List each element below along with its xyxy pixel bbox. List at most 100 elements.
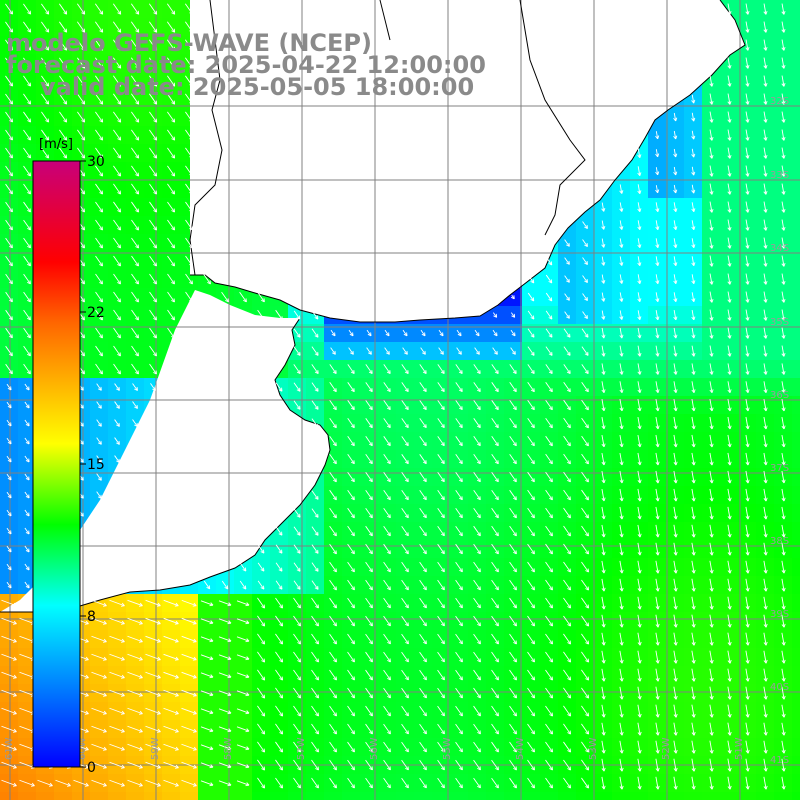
- wind-speed-cell: [396, 792, 415, 800]
- wind-speed-cell: [792, 306, 800, 325]
- wind-speed-cell: [792, 342, 800, 361]
- wind-speed-cell: [108, 792, 127, 800]
- wind-speed-cell: [288, 792, 307, 800]
- latitude-label: 33S: [770, 170, 789, 181]
- wind-speed-cell: [774, 792, 793, 800]
- wind-speed-cell: [792, 144, 800, 163]
- longitude-label: 57W: [296, 737, 307, 760]
- latitude-label: 34S: [770, 243, 789, 254]
- latitude-label: 38S: [770, 536, 789, 547]
- wind-speed-cell: [666, 792, 685, 800]
- wind-speed-cell: [648, 792, 667, 800]
- longitude-label: 54W: [515, 737, 526, 760]
- wind-speed-cell: [72, 792, 91, 800]
- wind-speed-cell: [756, 792, 775, 800]
- wind-speed-cell: [630, 792, 649, 800]
- wind-speed-cell: [360, 792, 379, 800]
- wind-speed-cell: [792, 36, 800, 55]
- longitude-label: 59W: [150, 737, 161, 760]
- wind-speed-cell: [792, 72, 800, 91]
- latitude-label: 36S: [770, 390, 789, 401]
- wind-speed-cell: [612, 792, 631, 800]
- wind-speed-cell: [792, 720, 800, 739]
- wind-speed-cell: [234, 792, 253, 800]
- wind-speed-cell: [558, 792, 577, 800]
- longitude-label: 55W: [442, 737, 453, 760]
- longitude-label: 53W: [588, 737, 599, 760]
- wind-speed-cell: [792, 468, 800, 487]
- wind-speed-cell: [792, 486, 800, 505]
- wind-speed-cell: [90, 792, 109, 800]
- wind-speed-cell: [792, 684, 800, 703]
- latitude-label: 32S: [770, 96, 789, 107]
- wind-speed-cell: [540, 792, 559, 800]
- latitude-label: 39S: [770, 609, 789, 620]
- wind-speed-cell: [792, 630, 800, 649]
- wind-speed-cell: [792, 0, 800, 19]
- latitude-label: 35S: [770, 317, 789, 328]
- wind-speed-cell: [468, 792, 487, 800]
- longitude-label: 58W: [223, 737, 234, 760]
- wind-speed-cell: [180, 792, 199, 800]
- wind-speed-cell: [792, 252, 800, 271]
- title-valid-date: valid date: 2025-05-05 18:00:00: [40, 73, 475, 101]
- wind-speed-cell: [792, 558, 800, 577]
- wind-speed-cell: [792, 648, 800, 667]
- wind-speed-cell: [0, 792, 19, 800]
- wind-speed-cell: [792, 198, 800, 217]
- latitude-label: 41S: [770, 755, 789, 766]
- wind-speed-cell: [792, 540, 800, 559]
- wind-speed-cell: [792, 504, 800, 523]
- longitude-label: 52W: [661, 737, 672, 760]
- wind-speed-cell: [18, 792, 37, 800]
- wind-speed-cell: [414, 792, 433, 800]
- wind-speed-cell: [792, 738, 800, 757]
- wind-speed-cell: [738, 792, 757, 800]
- wind-speed-cell: [36, 792, 55, 800]
- wind-speed-cell: [792, 216, 800, 235]
- wind-speed-cell: [792, 108, 800, 127]
- wind-speed-cell: [450, 792, 469, 800]
- wind-speed-cell: [126, 792, 145, 800]
- wind-speed-cell: [162, 792, 181, 800]
- wind-speed-cell: [792, 18, 800, 37]
- wind-speed-cell: [792, 180, 800, 199]
- wind-speed-cell: [594, 792, 613, 800]
- wind-speed-cell: [792, 54, 800, 73]
- wind-speed-cell: [720, 792, 739, 800]
- wind-speed-cell: [270, 792, 289, 800]
- wind-speed-cell: [792, 234, 800, 253]
- longitude-label: 51W: [734, 737, 745, 760]
- wind-speed-cell: [792, 126, 800, 145]
- wind-speed-cell: [792, 162, 800, 181]
- wind-speed-cell: [378, 792, 397, 800]
- latitude-label: 40S: [770, 682, 789, 693]
- wind-speed-cell: [792, 612, 800, 631]
- wind-speed-cell: [792, 432, 800, 451]
- wind-speed-cell: [792, 396, 800, 415]
- wind-speed-cell: [792, 378, 800, 397]
- wind-speed-cell: [252, 792, 271, 800]
- longitude-label: 56W: [369, 737, 380, 760]
- wind-speed-cell: [144, 792, 163, 800]
- wind-speed-cell: [702, 792, 721, 800]
- wind-speed-cell: [792, 702, 800, 721]
- wind-speed-cell: [792, 774, 800, 793]
- wind-speed-cell: [504, 792, 523, 800]
- wind-speed-cell: [216, 792, 235, 800]
- wind-speed-cell: [792, 792, 800, 800]
- wind-speed-cell: [198, 792, 217, 800]
- wind-speed-cell: [792, 360, 800, 379]
- wind-speed-cell: [792, 522, 800, 541]
- wind-speed-cell: [792, 414, 800, 433]
- wind-speed-cell: [522, 792, 541, 800]
- wind-speed-cell: [792, 666, 800, 685]
- wind-speed-cell: [324, 792, 343, 800]
- wind-speed-cell: [684, 792, 703, 800]
- wind-speed-cell: [792, 324, 800, 343]
- longitude-label: 61W: [4, 737, 15, 760]
- wind-speed-cell: [792, 90, 800, 109]
- wind-speed-cell: [486, 792, 505, 800]
- wind-speed-cell: [792, 450, 800, 469]
